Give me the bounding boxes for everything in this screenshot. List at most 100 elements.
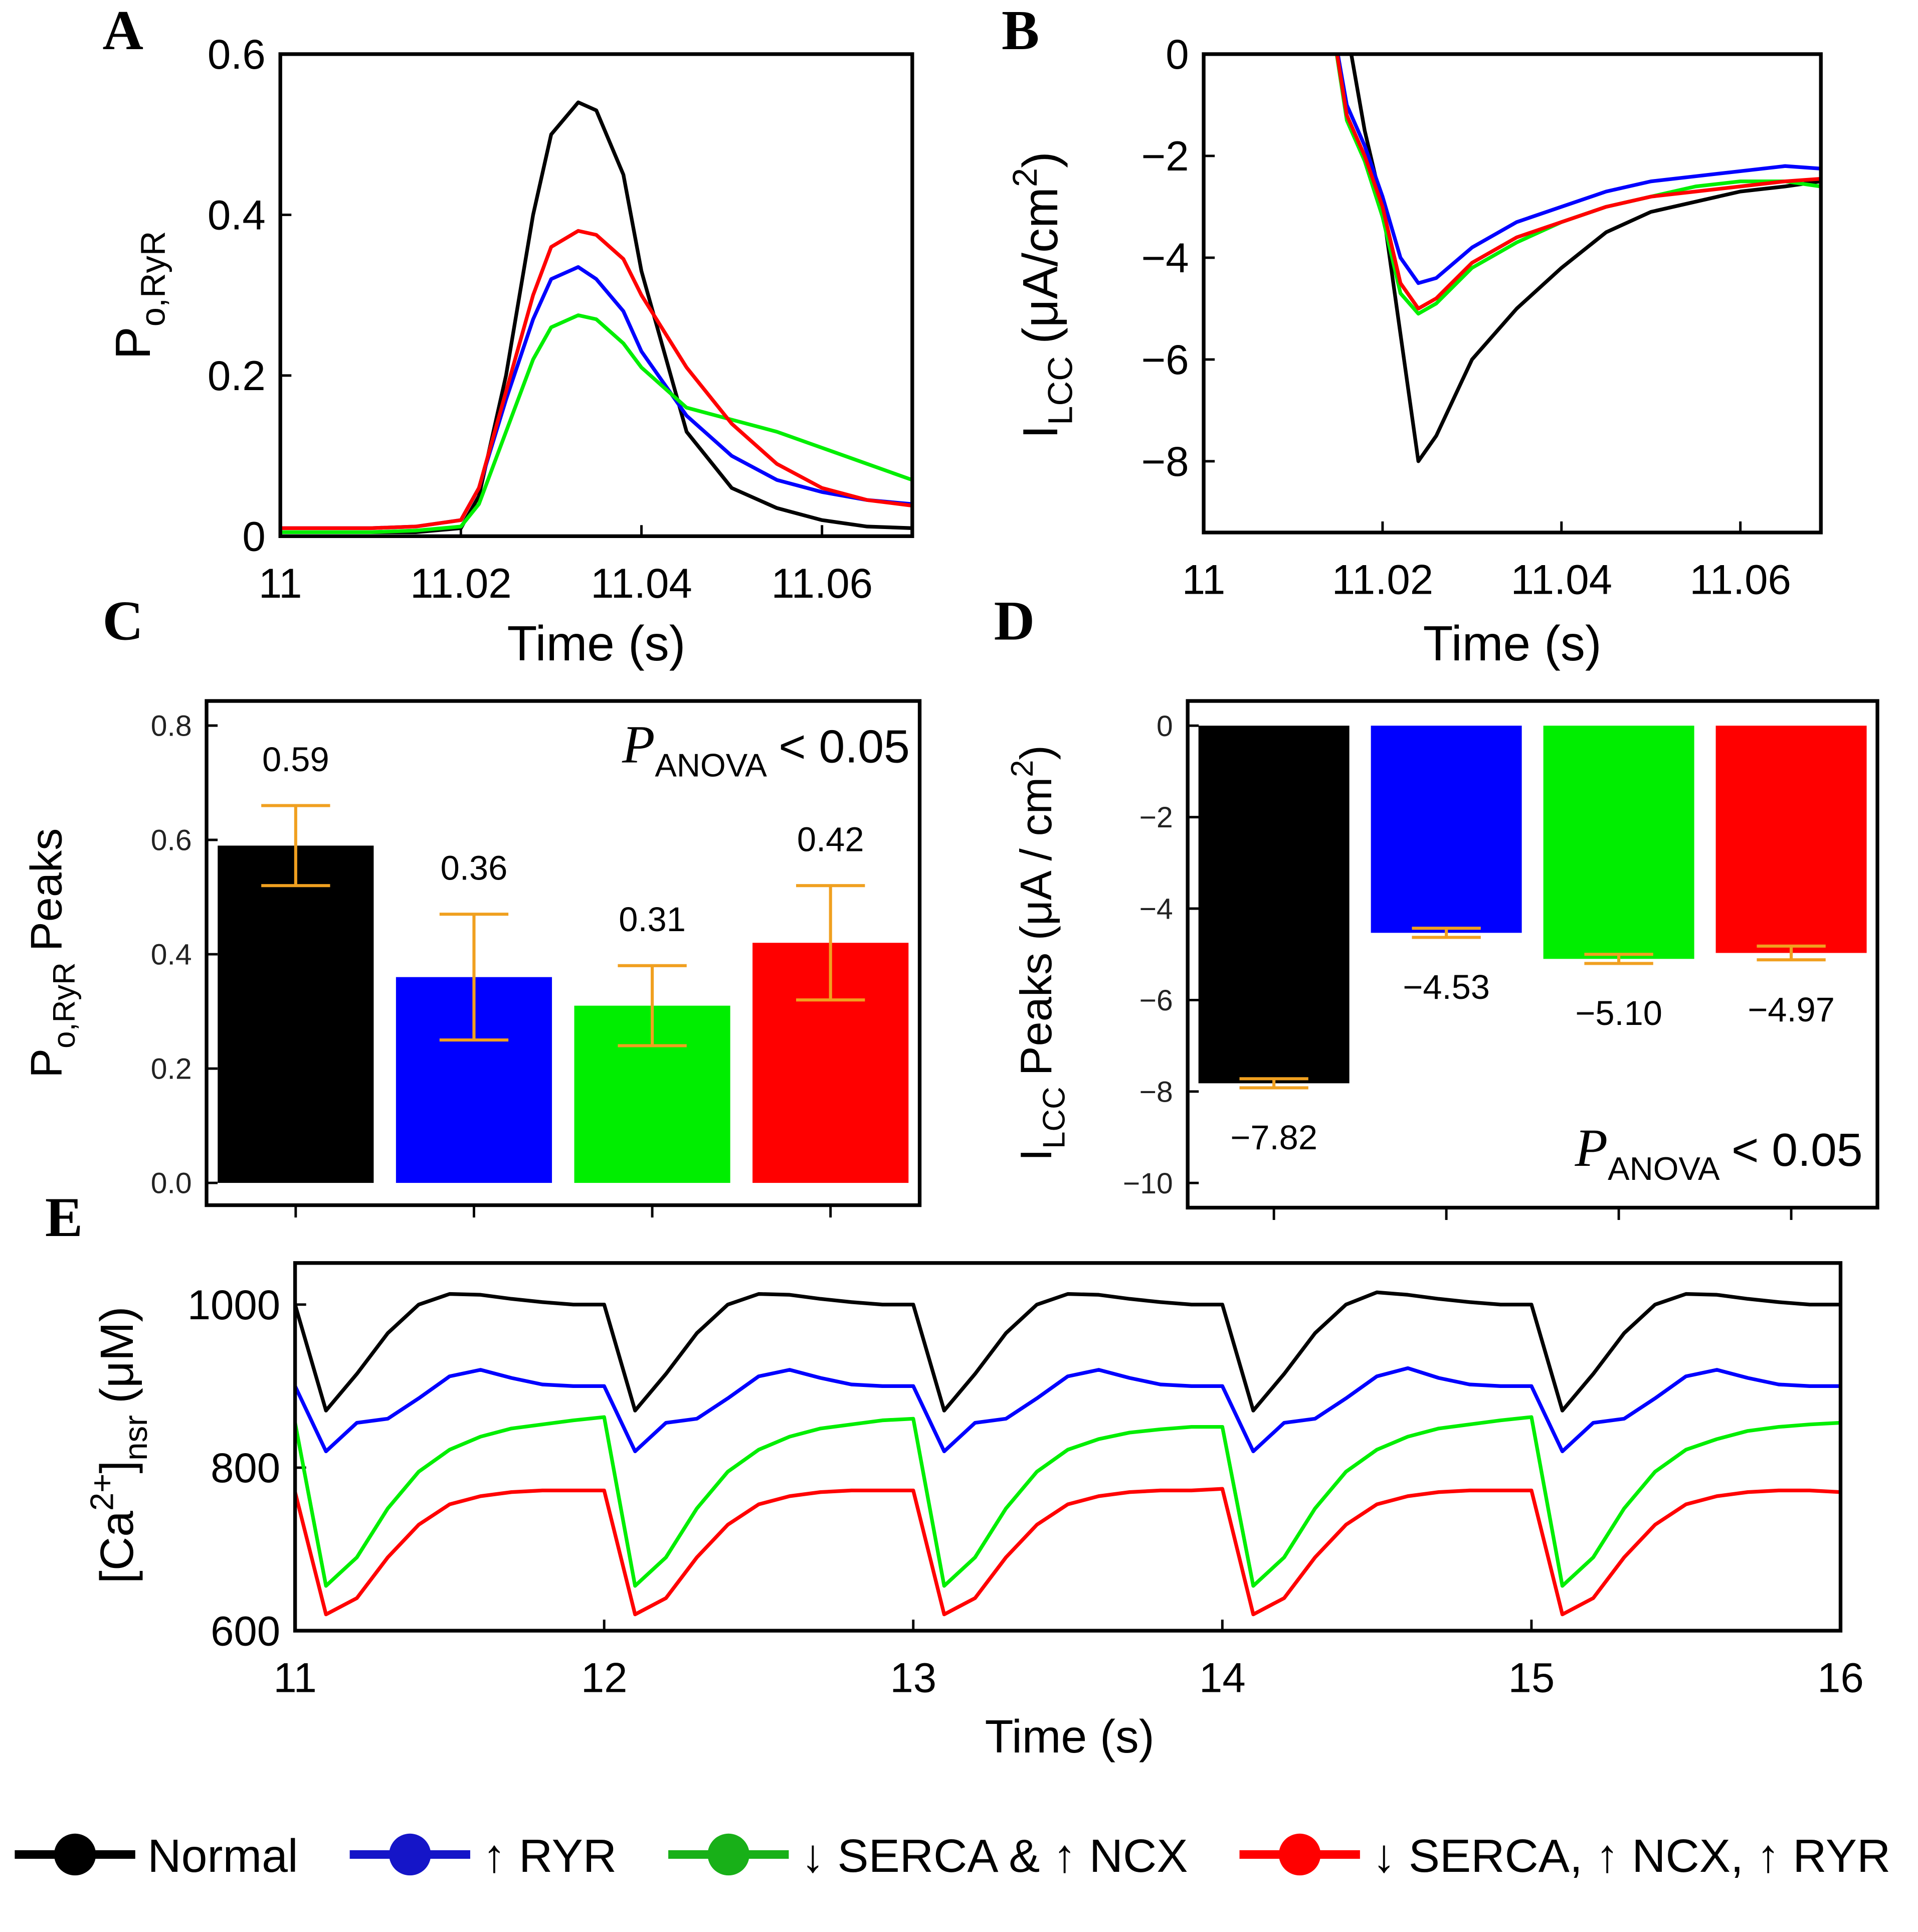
- legend-marker: [707, 1833, 749, 1876]
- y-tick-label: 0.2: [208, 353, 266, 399]
- x-tick-label: 11.02: [410, 560, 511, 607]
- y-tick-label: −4: [1139, 893, 1173, 926]
- plot-frame: [1202, 52, 1823, 535]
- text-part: (μA/cm: [1013, 187, 1068, 344]
- x-tick-label: 12: [581, 1655, 628, 1701]
- text-part: P: [622, 715, 655, 775]
- x-axis-title: Time (s): [985, 1710, 1155, 1763]
- x-tick-label: 11.04: [1511, 557, 1612, 603]
- y-tick-label: 0.2: [151, 1053, 192, 1086]
- text-part: P: [1575, 1118, 1608, 1178]
- y-tick-label: 0: [1157, 710, 1173, 743]
- text-part: < 0.05: [779, 721, 910, 773]
- y-tick-label: −8: [1141, 438, 1189, 485]
- series-line: [295, 1487, 1841, 1617]
- legend-label: ↓ SERCA, ↑ NCX, ↑ RYR: [1372, 1830, 1890, 1882]
- y-tick-label: −8: [1139, 1076, 1173, 1108]
- text-part: ): [1013, 151, 1068, 168]
- series-line: [1335, 54, 1821, 285]
- text-part: 2: [1006, 168, 1044, 187]
- series-line: [280, 229, 912, 530]
- series-line: [1335, 54, 1821, 311]
- bar: [1371, 726, 1522, 933]
- text-part: LCC: [1041, 356, 1080, 425]
- y-tick-label: 0.6: [208, 31, 266, 78]
- series-line: [280, 265, 912, 530]
- legend-label: ↓ SERCA & ↑ NCX: [801, 1830, 1188, 1882]
- series-line: [295, 1290, 1841, 1413]
- legend-marker: [389, 1833, 431, 1876]
- text-part: ANOVA: [1608, 1150, 1720, 1187]
- error-bar: [261, 804, 330, 888]
- error-bar: [1412, 927, 1481, 939]
- text-part: Peaks: [22, 828, 71, 951]
- error-bar: [618, 964, 687, 1047]
- y-tick-label: 600: [211, 1608, 280, 1654]
- annotation: PANOVA < 0.05: [622, 715, 910, 784]
- legend-label: Normal: [147, 1830, 298, 1882]
- value-label: −5.10: [1575, 994, 1662, 1032]
- text-part: ]: [91, 1461, 143, 1474]
- plot-frame: [293, 1261, 1843, 1633]
- text-part: 2: [1005, 760, 1040, 777]
- x-tick-label: 11.06: [771, 560, 872, 607]
- value-label: −4.53: [1403, 968, 1490, 1006]
- text-part: 2+: [84, 1474, 120, 1511]
- panel-label: E: [45, 1186, 83, 1249]
- x-axis-title: Time (s): [1423, 616, 1602, 671]
- y-axis-title: [Ca2+]nsr (μM): [84, 1306, 154, 1584]
- error-bar: [439, 913, 509, 1042]
- value-label: 0.42: [797, 820, 864, 859]
- plot-frame: [1186, 699, 1879, 1210]
- x-tick-label: 11.04: [591, 560, 692, 607]
- y-tick-label: −6: [1139, 984, 1173, 1017]
- text-part: P: [22, 1048, 71, 1078]
- value-label: 0.31: [619, 900, 686, 939]
- text-part: Peaks (μA / cm: [1011, 777, 1061, 1076]
- series-line: [295, 1415, 1841, 1588]
- x-tick-label: 11.02: [1332, 557, 1433, 603]
- x-tick-label: 16: [1817, 1655, 1864, 1701]
- y-tick-label: 0.0: [151, 1167, 192, 1200]
- annotation: PANOVA < 0.05: [1575, 1118, 1863, 1187]
- legend-marker: [54, 1833, 96, 1876]
- x-tick-label: 11: [273, 1655, 317, 1701]
- text-part: P: [105, 326, 160, 359]
- x-tick-label: 13: [890, 1655, 936, 1701]
- y-tick-label: 0.8: [151, 710, 192, 743]
- y-tick-label: −2: [1139, 801, 1173, 834]
- series-line: [280, 313, 912, 534]
- value-label: 0.59: [262, 740, 329, 779]
- y-tick-label: −6: [1141, 336, 1189, 383]
- text-part: I: [1011, 1149, 1061, 1161]
- text-part: (μM): [91, 1306, 143, 1403]
- panel-label: D: [994, 589, 1035, 652]
- text-part: nsr: [117, 1415, 154, 1461]
- x-axis-title: Time (s): [507, 616, 686, 671]
- error-bar: [1757, 944, 1826, 962]
- y-tick-label: 0: [1166, 31, 1189, 78]
- y-tick-label: 0.4: [208, 192, 266, 239]
- bar: [1543, 726, 1694, 959]
- series-line: [295, 1366, 1841, 1454]
- text-part: o,RyR: [47, 962, 82, 1048]
- error-bar: [796, 884, 865, 1002]
- plot-frame: [205, 699, 922, 1207]
- panel-label: A: [103, 0, 143, 62]
- error-bar: [1584, 953, 1653, 965]
- error-bar: [1239, 1077, 1308, 1090]
- y-axis-title: Po,RyR Peaks: [22, 828, 82, 1078]
- y-tick-label: −2: [1141, 133, 1189, 180]
- text-part: < 0.05: [1732, 1124, 1863, 1176]
- y-tick-label: −4: [1141, 235, 1189, 281]
- y-tick-label: 800: [211, 1445, 280, 1491]
- series-line: [1334, 54, 1821, 316]
- x-tick-label: 11.06: [1689, 557, 1791, 603]
- x-tick-label: 15: [1508, 1655, 1555, 1701]
- y-tick-label: 0.6: [151, 824, 192, 857]
- legend-marker: [1279, 1833, 1321, 1876]
- text-part: [Ca: [91, 1511, 143, 1584]
- x-tick-label: 11: [259, 560, 302, 607]
- x-tick-label: 14: [1199, 1655, 1246, 1701]
